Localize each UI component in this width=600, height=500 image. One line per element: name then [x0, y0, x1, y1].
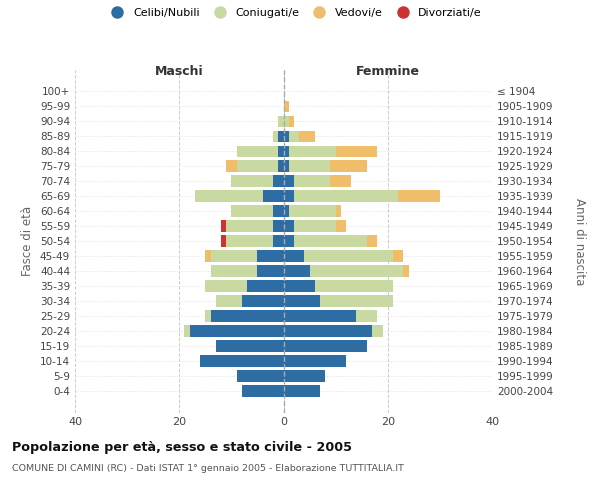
Bar [284, 385, 320, 397]
Bar [211, 266, 257, 277]
Bar [356, 310, 377, 322]
Bar [242, 296, 284, 307]
Bar [335, 220, 346, 232]
Bar [221, 220, 226, 232]
Bar [205, 250, 211, 262]
Bar [284, 266, 310, 277]
Bar [335, 146, 377, 157]
Bar [216, 340, 284, 352]
Bar [205, 310, 211, 322]
Bar [278, 160, 284, 172]
Bar [284, 146, 289, 157]
Bar [294, 220, 335, 232]
Bar [211, 250, 257, 262]
Bar [226, 160, 236, 172]
Bar [226, 220, 273, 232]
Bar [284, 250, 304, 262]
Bar [331, 160, 367, 172]
Bar [284, 100, 289, 112]
Bar [320, 296, 393, 307]
Text: Maschi: Maschi [155, 65, 203, 78]
Bar [294, 176, 331, 187]
Bar [232, 176, 273, 187]
Bar [184, 326, 190, 337]
Bar [273, 130, 278, 142]
Bar [284, 236, 294, 247]
Bar [284, 370, 325, 382]
Bar [221, 236, 226, 247]
Bar [284, 296, 320, 307]
Bar [284, 280, 315, 292]
Bar [278, 116, 284, 127]
Bar [335, 206, 341, 217]
Bar [236, 370, 284, 382]
Bar [247, 280, 284, 292]
Bar [284, 190, 294, 202]
Bar [278, 146, 284, 157]
Bar [403, 266, 409, 277]
Bar [273, 206, 284, 217]
Bar [232, 206, 273, 217]
Bar [211, 310, 284, 322]
Bar [299, 130, 315, 142]
Bar [284, 206, 289, 217]
Y-axis label: Anni di nascita: Anni di nascita [573, 198, 586, 285]
Bar [289, 130, 299, 142]
Bar [310, 266, 403, 277]
Bar [278, 130, 284, 142]
Bar [367, 236, 377, 247]
Bar [284, 220, 294, 232]
Bar [200, 356, 284, 367]
Bar [273, 236, 284, 247]
Bar [257, 250, 284, 262]
Bar [257, 266, 284, 277]
Text: Femmine: Femmine [356, 65, 420, 78]
Bar [284, 176, 294, 187]
Bar [398, 190, 440, 202]
Bar [190, 326, 284, 337]
Bar [205, 280, 247, 292]
Bar [284, 340, 367, 352]
Bar [393, 250, 403, 262]
Bar [315, 280, 393, 292]
Bar [294, 190, 398, 202]
Bar [289, 206, 335, 217]
Bar [284, 326, 372, 337]
Bar [284, 160, 289, 172]
Text: Popolazione per età, sesso e stato civile - 2005: Popolazione per età, sesso e stato civil… [12, 441, 352, 454]
Bar [289, 160, 331, 172]
Bar [294, 236, 367, 247]
Bar [226, 236, 273, 247]
Bar [304, 250, 393, 262]
Bar [284, 356, 346, 367]
Text: COMUNE DI CAMINI (RC) - Dati ISTAT 1° gennaio 2005 - Elaborazione TUTTITALIA.IT: COMUNE DI CAMINI (RC) - Dati ISTAT 1° ge… [12, 464, 404, 473]
Bar [236, 160, 278, 172]
Bar [289, 116, 294, 127]
Bar [372, 326, 383, 337]
Bar [284, 130, 289, 142]
Bar [263, 190, 284, 202]
Y-axis label: Fasce di età: Fasce di età [22, 206, 34, 276]
Bar [289, 146, 335, 157]
Bar [284, 310, 356, 322]
Bar [242, 385, 284, 397]
Bar [195, 190, 263, 202]
Bar [236, 146, 278, 157]
Bar [284, 116, 289, 127]
Bar [216, 296, 242, 307]
Bar [273, 220, 284, 232]
Bar [273, 176, 284, 187]
Legend: Celibi/Nubili, Coniugati/e, Vedovi/e, Divorziati/e: Celibi/Nubili, Coniugati/e, Vedovi/e, Di… [102, 3, 486, 22]
Bar [331, 176, 351, 187]
